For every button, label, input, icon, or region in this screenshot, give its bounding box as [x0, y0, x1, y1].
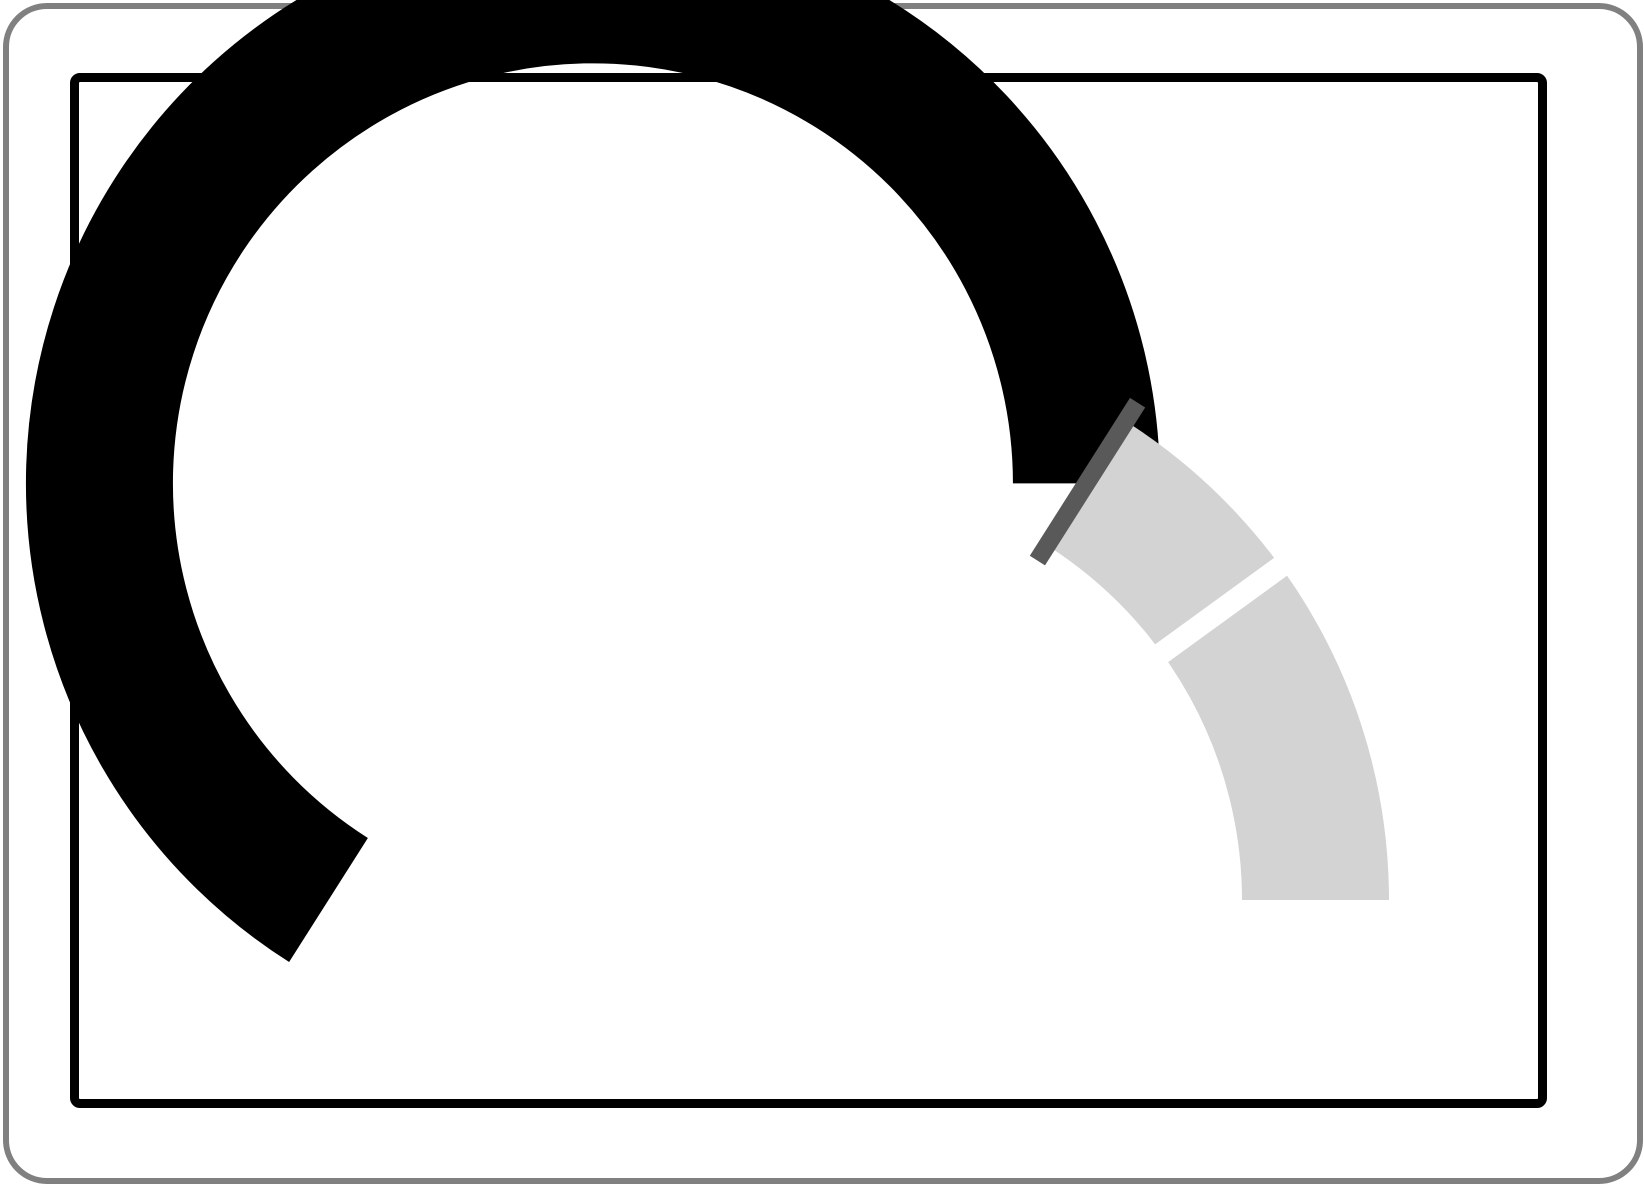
gauge-frame [70, 73, 1547, 1108]
gauge-segment-separator [1148, 553, 1294, 667]
gauge-value-marker [1029, 397, 1146, 566]
gauge-filled-arc [25, 0, 1160, 962]
gauge-segment-separator [407, 485, 539, 617]
gauge-remaining-arc [1046, 421, 1389, 901]
